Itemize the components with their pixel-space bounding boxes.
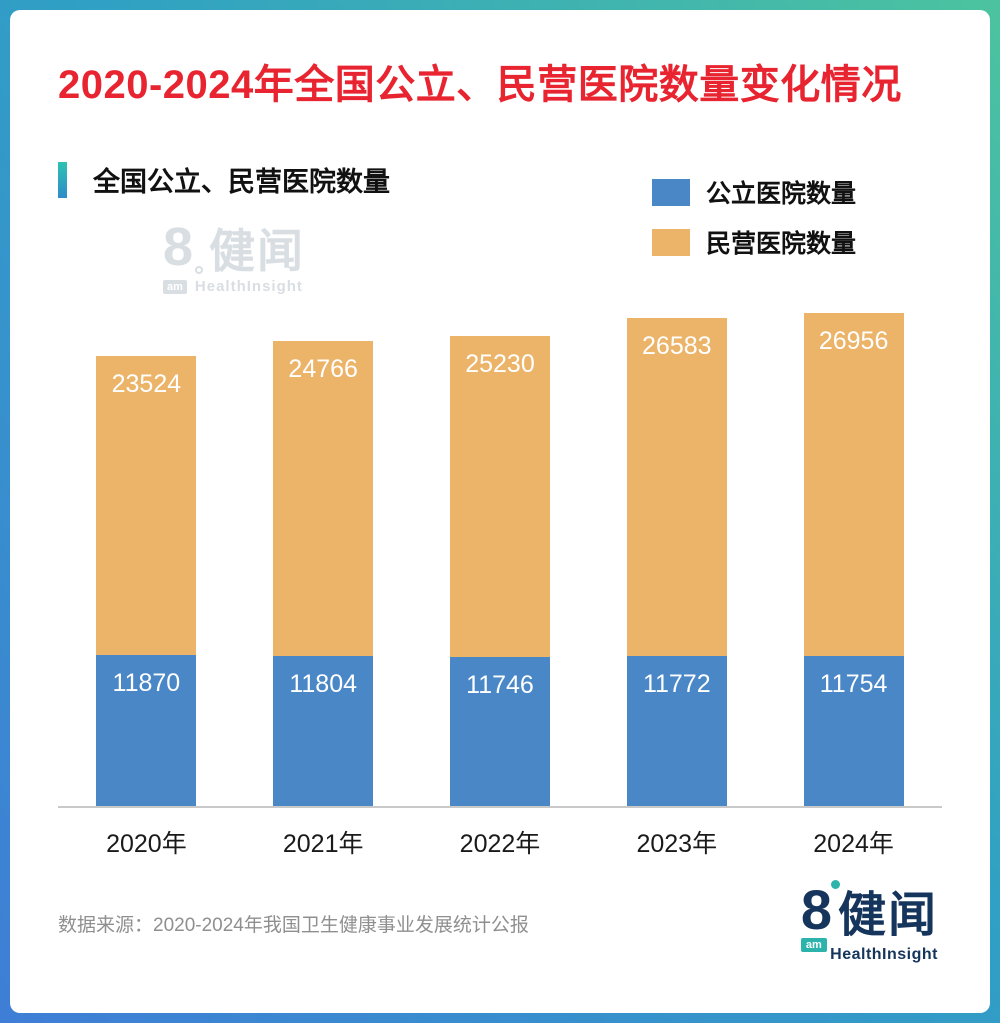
subtitle-legend-row: 全国公立、民营医院数量 公立医院数量 民营医院数量: [58, 160, 942, 260]
bar-segment: 24766: [273, 341, 374, 656]
bar-value-label: 11746: [466, 671, 534, 699]
bar-segment: 11804: [273, 656, 374, 806]
bar-value-label: 11754: [819, 670, 888, 698]
legend-swatch-private: [651, 228, 690, 256]
healthinsight-logo: 8 am 健闻 HealthInsight: [800, 880, 938, 964]
bar-value-label: 25230: [465, 350, 535, 378]
legend-label-public: 公立医院数量: [705, 180, 856, 208]
legend-swatch-public: [651, 178, 690, 206]
logo-8: 8: [800, 878, 832, 941]
bar-value-label: 11804: [289, 670, 358, 698]
accent-bar: [58, 161, 67, 198]
logo-row: 8 am 健闻: [800, 880, 938, 952]
x-axis-label: 2023年: [636, 830, 718, 858]
bar-value-label: 11870: [112, 669, 181, 697]
chart-legend: 公立医院数量 民营医院数量: [651, 174, 856, 260]
bar-value-label: 11772: [642, 670, 711, 698]
x-axis-labels: 2020年 2021年 2022年 2023年 2024年: [58, 808, 942, 860]
bar-stack: 24766 11804: [273, 341, 374, 806]
legend-label-private: 民营医院数量: [705, 230, 856, 258]
plot-area: 23524 11870 24766 11804 25230 11746 26583 11772…: [58, 268, 942, 808]
bar-stack: 26956 11754: [803, 313, 904, 806]
footer: 数据来源：2020-2024年我国卫生健康事业发展统计公报 8 am 健闻 He…: [58, 880, 942, 964]
bar-segment: 25230: [449, 336, 550, 657]
bar-stack: 25230 11746: [449, 336, 550, 806]
bar-segment: 11870: [96, 655, 197, 806]
content-card: 2020-2024年全国公立、民营医院数量变化情况 全国公立、民营医院数量 公立…: [10, 10, 990, 1013]
bar-value-label: 26583: [642, 332, 712, 360]
bar-segment: 11772: [626, 656, 727, 806]
subtitle-block: 全国公立、民营医院数量: [58, 160, 390, 199]
bar-segment: 11754: [803, 656, 904, 806]
logo-text: 健闻: [837, 889, 938, 942]
x-axis-label: 2024年: [813, 830, 894, 858]
bar-segment: 26956: [803, 313, 904, 656]
chart-subtitle: 全国公立、民营医院数量: [93, 167, 390, 197]
bar-segment: 11746: [449, 657, 550, 806]
bar-value-label: 26956: [818, 327, 889, 355]
bar-stack: 26583 11772: [626, 318, 727, 806]
bar-segment: 26583: [626, 318, 727, 656]
x-axis-label: 2020年: [106, 830, 187, 858]
bar-stack: 23524 11870: [96, 356, 197, 806]
bar-segment: 23524: [96, 356, 197, 655]
bar-value-label: 23524: [111, 370, 182, 398]
logo-subtext: HealthInsight: [830, 946, 938, 963]
x-axis-label: 2021年: [282, 830, 364, 858]
logo-dot-icon: [830, 880, 840, 889]
legend-item-public: 公立医院数量: [651, 174, 856, 210]
bar-value-label: 24766: [288, 355, 358, 383]
x-axis-label: 2022年: [459, 830, 541, 858]
legend-item-private: 民营医院数量: [651, 224, 856, 260]
page-title: 2020-2024年全国公立、民营医院数量变化情况: [58, 63, 902, 107]
logo-8-wrap: 8 am: [800, 880, 840, 952]
bar-chart: 8 健闻 am HealthInsight 23524 11870 24766 118…: [58, 220, 942, 860]
data-source: 数据来源：2020-2024年我国卫生健康事业发展统计公报: [58, 914, 529, 936]
logo-am-badge: am: [800, 938, 827, 952]
